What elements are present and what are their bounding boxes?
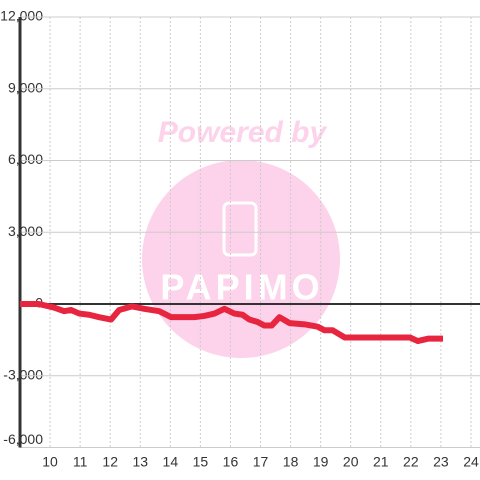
x-tick-label: 21 xyxy=(373,454,389,470)
x-tick-label: 12 xyxy=(102,454,118,470)
y-tick-label: -3,000 xyxy=(3,366,43,382)
y-tick-label: 12,000 xyxy=(0,8,43,24)
x-tick-label: 16 xyxy=(223,454,239,470)
x-tick-label: 19 xyxy=(313,454,329,470)
x-tick-label: 23 xyxy=(433,454,449,470)
x-tick-label: 14 xyxy=(163,454,179,470)
x-tick-label: 15 xyxy=(193,454,209,470)
x-tick-label: 11 xyxy=(73,454,88,470)
watermark-icon xyxy=(222,201,258,257)
watermark-text: Powered by xyxy=(158,116,328,149)
x-tick-label: 22 xyxy=(403,454,419,470)
x-tick-label: 10 xyxy=(42,454,58,470)
x-tick-label: 20 xyxy=(343,454,359,470)
x-tick-label: 18 xyxy=(283,454,299,470)
x-tick-label: 17 xyxy=(253,454,269,470)
y-tick-label: 6,000 xyxy=(8,151,43,167)
x-tick-label: 24 xyxy=(463,454,479,470)
y-tick-label: -6,000 xyxy=(3,431,43,447)
x-tick-label: 13 xyxy=(132,454,148,470)
watermark-logo: PAPIMO xyxy=(160,267,323,308)
y-tick-label: 9,000 xyxy=(8,79,43,95)
y-tick-label: 3,000 xyxy=(8,223,43,239)
data-line xyxy=(20,301,444,345)
